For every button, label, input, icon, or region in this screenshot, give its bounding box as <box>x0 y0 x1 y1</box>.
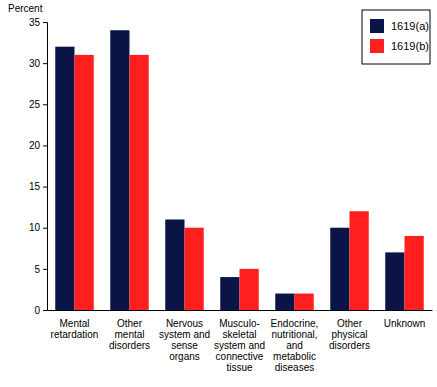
y-tick-label: 35 <box>29 17 41 28</box>
y-tick-mark <box>43 310 47 311</box>
y-tick-label: 25 <box>29 99 41 110</box>
y-tick: 30 <box>29 58 47 69</box>
bar <box>240 269 259 310</box>
x-tick: Musculo-skeletalsystem andconnectivetiss… <box>214 310 265 373</box>
y-tick: 15 <box>29 181 47 192</box>
y-tick-mark <box>43 269 47 270</box>
legend-label: 1619(a) <box>391 20 429 32</box>
x-tick-label: Othermentaldisorders <box>109 318 150 351</box>
x-tick: Unknown <box>384 310 426 329</box>
x-tick-label: Nervoussystem andsenseorgans <box>159 318 210 362</box>
bar <box>385 252 404 310</box>
y-tick: 20 <box>29 140 47 151</box>
x-tick-label: Unknown <box>384 318 426 329</box>
y-tick-mark <box>43 187 47 188</box>
y-tick-mark <box>43 63 47 64</box>
y-axis-title: Percent <box>8 3 43 14</box>
legend-label: 1619(b) <box>391 40 429 52</box>
bar <box>130 55 149 310</box>
legend-frame <box>362 10 430 64</box>
legend-swatch <box>370 19 384 33</box>
y-tick-label: 0 <box>34 305 40 316</box>
bar <box>295 294 314 310</box>
y-tick: 25 <box>29 99 47 110</box>
y-axis-line <box>43 23 48 311</box>
bar <box>75 55 94 310</box>
y-tick-mark <box>43 228 47 229</box>
y-tick-label: 15 <box>29 181 41 192</box>
chart: 0 5 10 15 20 25 30 35 Mentalretardation Otherment… <box>0 0 437 387</box>
x-tick: Nervoussystem andsenseorgans <box>159 310 210 362</box>
y-tick-mark <box>43 145 47 146</box>
bar <box>110 30 129 310</box>
x-axis-line <box>48 310 433 311</box>
bar <box>185 228 204 310</box>
y-tick-label: 10 <box>29 222 41 233</box>
bar <box>220 277 239 310</box>
x-tick-label: Endocrine,nutritional,andmetabolicdiseas… <box>271 318 319 373</box>
legend-swatch <box>370 39 384 53</box>
bar <box>350 211 369 310</box>
bars <box>55 30 424 310</box>
x-tick-label: Musculo-skeletalsystem andconnectivetiss… <box>214 318 265 373</box>
bar <box>165 219 184 310</box>
x-tick: Othermentaldisorders <box>109 310 150 351</box>
y-tick: 35 <box>29 17 47 28</box>
y-tick: 0 <box>34 305 47 316</box>
bar <box>330 228 349 310</box>
plot: 0 5 10 15 20 25 30 35 Mentalretardation Otherment… <box>29 17 433 373</box>
bar <box>55 47 74 310</box>
y-axis: 0 5 10 15 20 25 30 35 <box>29 17 48 316</box>
x-tick: Endocrine,nutritional,andmetabolicdiseas… <box>271 310 319 373</box>
y-tick: 5 <box>34 264 47 275</box>
x-tick: Mentalretardation <box>51 310 99 340</box>
y-tick-mark <box>43 104 47 105</box>
bar <box>405 236 424 310</box>
y-tick-mark <box>43 22 47 23</box>
y-tick-label: 5 <box>34 264 40 275</box>
legend: 1619(a) 1619(b) <box>362 10 430 64</box>
x-tick: Otherphysicaldisorders <box>329 310 370 351</box>
y-tick: 10 <box>29 222 47 233</box>
legend-item: 1619(b) <box>370 39 429 53</box>
x-tick-label: Mentalretardation <box>51 318 99 340</box>
bar <box>275 294 294 310</box>
y-tick-label: 30 <box>29 58 41 69</box>
x-axis: Mentalretardation Othermentaldisorders Ner… <box>48 310 433 373</box>
x-tick-label: Otherphysicaldisorders <box>329 318 370 351</box>
legend-item: 1619(a) <box>370 19 429 33</box>
y-tick-label: 20 <box>29 140 41 151</box>
